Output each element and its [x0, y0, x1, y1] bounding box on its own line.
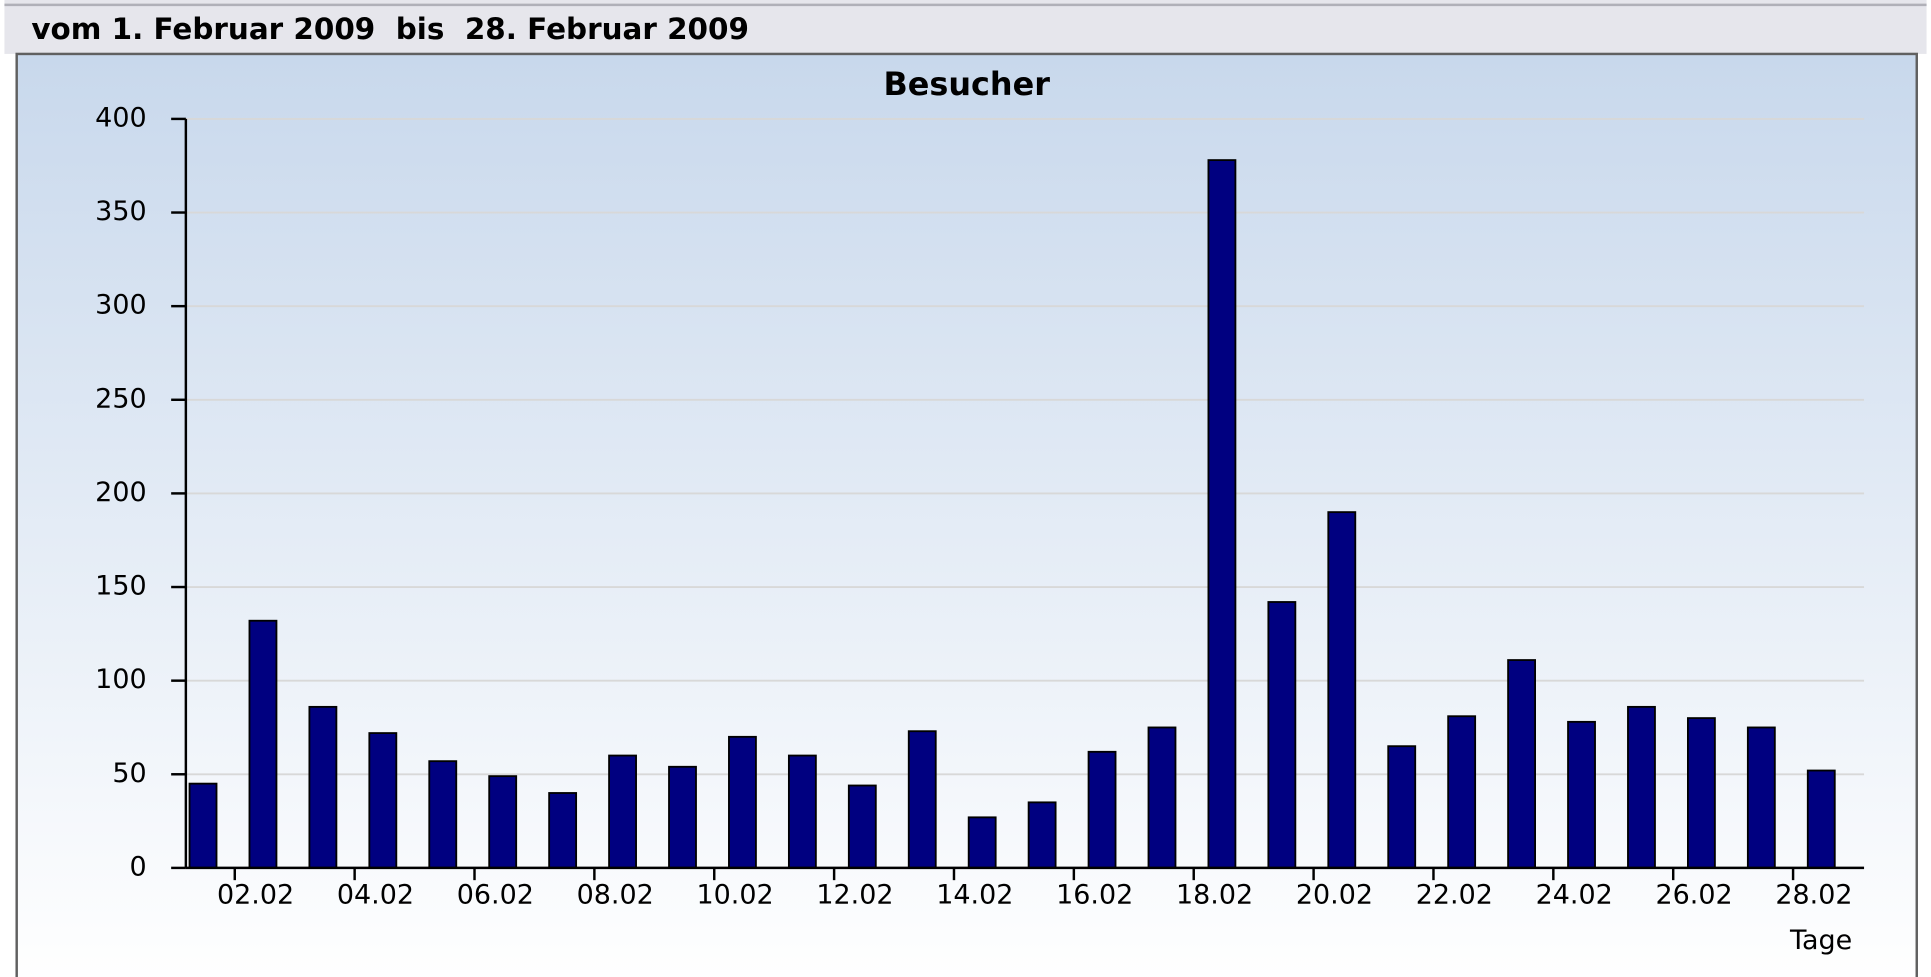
bar [428, 760, 458, 869]
bar [1447, 715, 1477, 869]
bar [668, 765, 697, 869]
y-tick-label: 150 [95, 571, 146, 602]
y-tick-label: 100 [95, 664, 146, 695]
x-tick-label: 16.02 [1056, 880, 1133, 911]
x-tick-label: 18.02 [1176, 880, 1253, 911]
y-tick-label: 350 [95, 196, 146, 227]
x-tick-label: 24.02 [1536, 880, 1613, 911]
bar [1027, 801, 1057, 869]
plot: 0 50 100 150 200 250 300 350 400 02.02 04.02 06.02 0… [95, 102, 1865, 911]
bar [1147, 726, 1177, 869]
bar [1686, 717, 1716, 869]
y-tick-label: 300 [95, 290, 146, 321]
bar [188, 782, 218, 869]
y-tick-label: 200 [95, 477, 146, 508]
bar [1327, 511, 1357, 869]
x-tick-label: 08.02 [577, 880, 654, 911]
x-tick-label: 10.02 [696, 880, 773, 911]
bar [1507, 659, 1537, 869]
x-tick-label: 04.02 [337, 880, 414, 911]
bar [1267, 601, 1297, 869]
bar [787, 754, 817, 869]
bar [308, 705, 338, 869]
bar [1567, 720, 1596, 869]
bar [1207, 159, 1237, 869]
y-tick-label: 250 [95, 383, 146, 414]
y-tick-label: 0 [129, 851, 146, 882]
x-tick-label: 12.02 [816, 880, 893, 911]
y-tick-label: 400 [95, 102, 146, 133]
bar [1387, 745, 1417, 869]
x-tick-label: 20.02 [1296, 880, 1373, 911]
bar [1806, 769, 1836, 869]
x-tick-label: 06.02 [457, 880, 534, 911]
x-tick-label: 26.02 [1655, 880, 1732, 911]
header-title: vom 1. Februar 2009 bis 28. Februar 2009 [31, 12, 749, 46]
x-tick-label: 14.02 [936, 880, 1013, 911]
bar [1746, 726, 1776, 869]
bar [967, 816, 997, 869]
bar [907, 730, 937, 869]
chart-title: Besucher [884, 65, 1051, 103]
bar [368, 732, 398, 869]
bar [488, 775, 518, 869]
bar [847, 784, 877, 869]
y-tick-label: 50 [112, 758, 146, 789]
x-tick-label: 02.02 [217, 880, 294, 911]
x-tick-label: 28.02 [1775, 880, 1852, 911]
bar [1627, 705, 1656, 869]
header-bar [4, 0, 1927, 54]
bar [548, 792, 578, 869]
x-axis-label: Tage [1789, 925, 1852, 956]
bar [248, 619, 278, 869]
bar [608, 754, 637, 869]
bar [728, 735, 757, 869]
x-tick-label: 22.02 [1416, 880, 1493, 911]
bar [1087, 750, 1117, 869]
